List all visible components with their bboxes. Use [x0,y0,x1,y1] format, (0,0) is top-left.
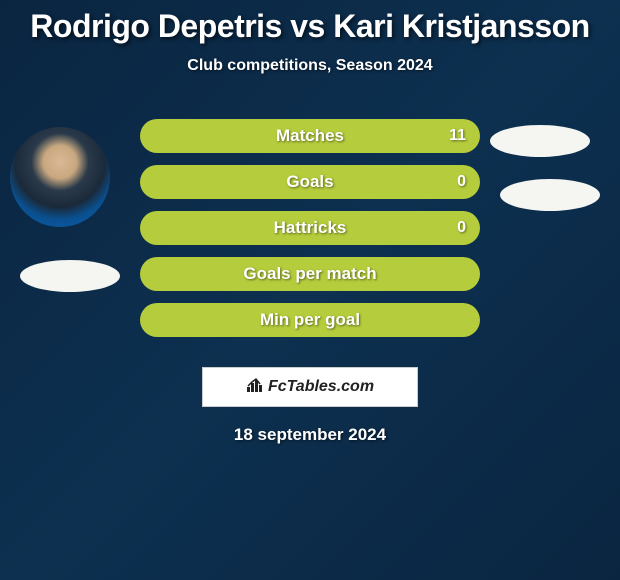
stat-value: 0 [457,173,466,191]
stat-bar-mpg: Min per goal [140,303,480,337]
stat-bar-gpm: Goals per match [140,257,480,291]
watermark-logo: FcTables.com [202,367,418,407]
chart-icon [246,377,264,398]
player1-placeholder [20,260,120,292]
stat-value: 11 [449,127,466,145]
stat-label: Min per goal [260,310,360,330]
player1-avatar [10,127,110,227]
stat-label: Matches [276,126,344,146]
logo-text: FcTables.com [246,377,374,398]
generated-date: 18 september 2024 [0,425,620,445]
stat-bar-goals: Goals 0 [140,165,480,199]
stat-value: 0 [457,219,466,237]
stat-label: Hattricks [274,218,347,238]
stat-label: Goals [286,172,333,192]
comparison-title: Rodrigo Depetris vs Kari Kristjansson [0,0,620,45]
comparison-subtitle: Club competitions, Season 2024 [0,57,620,75]
stats-bars: Matches 11 Goals 0 Hattricks 0 Goals per… [140,119,480,349]
stat-bar-matches: Matches 11 [140,119,480,153]
player2-placeholder-1 [490,125,590,157]
player2-placeholder-2 [500,179,600,211]
logo-label: FcTables.com [268,378,374,396]
main-panel: Matches 11 Goals 0 Hattricks 0 Goals per… [0,105,620,355]
stat-bar-hattricks: Hattricks 0 [140,211,480,245]
stat-label: Goals per match [243,264,376,284]
